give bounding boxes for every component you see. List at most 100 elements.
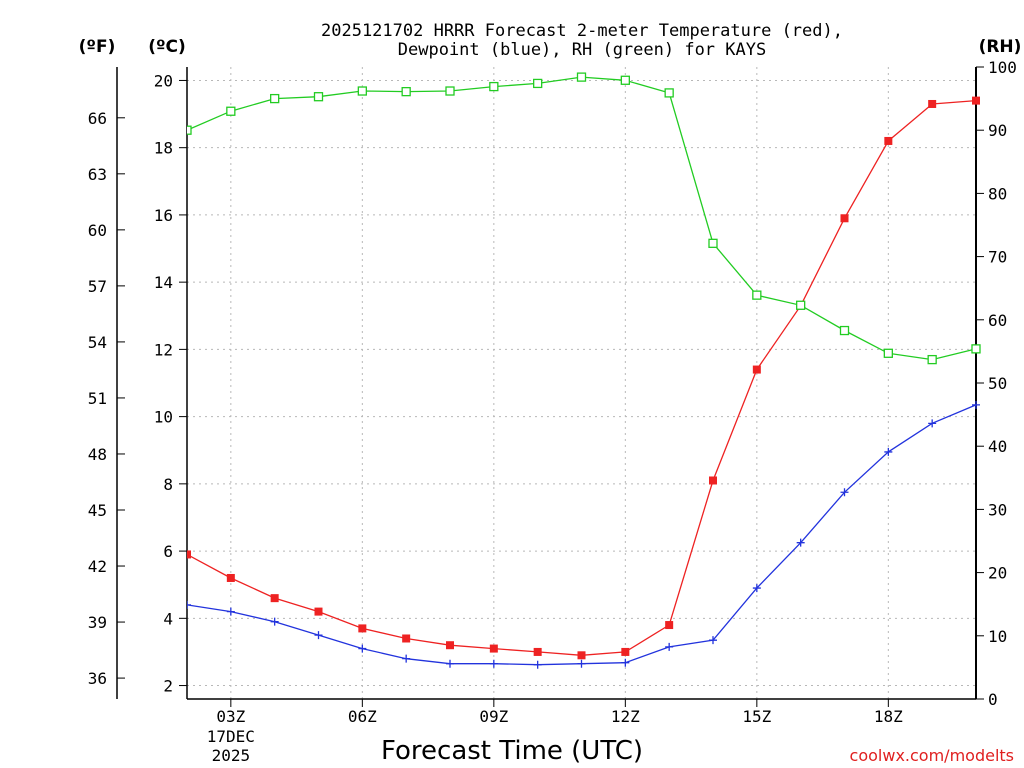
axis-ticks: 36 39 42 45 48 51 54 57 60 63 66 2 4 6 8 10 12 14 16 18 20 0 1… [88,58,1017,765]
fahrenheit-tick-label: 42 [88,557,107,576]
fahrenheit-tick-label: 48 [88,445,107,464]
rh-point [620,75,630,85]
temperature-point [884,136,893,145]
rh-tick-label: 50 [988,374,1007,393]
chart-title-line1: 2025121702 HRRR Forecast 2-meter Tempera… [321,21,843,41]
x-tick-label: 12Z [611,707,640,726]
fahrenheit-tick-label: 54 [88,333,107,352]
dewpoint-point [270,617,279,626]
rh-point [664,88,674,98]
series-dewpoint [187,400,980,669]
celsius-tick-label: 10 [154,408,173,427]
fahrenheit-tick-label: 60 [88,221,107,240]
rh-tick-label: 80 [988,184,1007,203]
rh-unit-label: (RH) [979,37,1022,57]
celsius-tick-label: 16 [154,206,173,225]
celsius-tick-label: 12 [154,340,173,359]
dewpoint-point [840,488,849,497]
dewpoint-point [752,584,761,593]
temperature-point [226,573,235,582]
rh-tick-label: 70 [988,248,1007,267]
temperature-point [577,651,586,660]
dewpoint-point [314,631,323,640]
rh-tick-label: 10 [988,627,1007,646]
x-tick-label: 18Z [874,707,903,726]
dewpoint-point [489,659,498,668]
temperature-line [187,99,977,656]
rh-point [226,106,236,116]
dewpoint-point [577,659,586,668]
dewpoint-point [533,660,542,669]
data-series [187,72,981,669]
celsius-tick-label: 18 [154,139,173,158]
rh-tick-label: 20 [988,564,1007,583]
rh-point [796,300,806,310]
dewpoint-point [402,654,411,663]
rh-point [187,125,192,135]
temperature-point [840,214,849,223]
temperature-point [270,594,279,603]
temperature-point [314,607,323,616]
temperature-point [533,647,542,656]
temperature-point [446,641,454,650]
x-tick-label: 09Z [479,707,508,726]
fahrenheit-tick-label: 66 [88,109,107,128]
rh-point [313,92,324,102]
temperature-point [187,550,191,559]
dewpoint-line [187,404,977,666]
celsius-tick-label: 2 [163,677,173,696]
fahrenheit-tick-label: 45 [88,501,107,520]
dewpoint-point [928,419,937,428]
chart-title-line2: Dewpoint (blue), RH (green) for KAYS [398,40,766,60]
rh-point [533,78,543,89]
rh-tick-label: 100 [988,58,1017,77]
credit-text: coolwx.com/modelts [850,746,1014,765]
temperature-point [665,621,674,630]
celsius-tick-label: 4 [163,609,173,628]
fahrenheit-unit-label: (ºF) [79,37,116,57]
x-year-label: 2025 [212,746,251,765]
x-axis-title: Forecast Time (UTC) [381,736,643,766]
rh-tick-label: 40 [988,437,1007,456]
dewpoint-point [446,659,454,668]
plot-frame [116,67,977,700]
rh-point [708,238,718,248]
dewpoint-point [972,400,980,409]
x-tick-label: 06Z [348,707,377,726]
celsius-tick-label: 20 [154,71,173,90]
rh-point [883,348,893,358]
rh-tick-label: 30 [988,500,1007,519]
rh-point [927,354,937,365]
fahrenheit-tick-label: 51 [88,389,107,408]
rh-point [971,344,981,354]
x-tick-label: 03Z [216,707,245,726]
dewpoint-point [621,658,630,667]
dewpoint-point [187,600,191,609]
rh-point [752,290,762,300]
fahrenheit-tick-label: 39 [88,613,107,632]
rh-point [401,86,411,97]
rh-tick-label: 90 [988,121,1007,140]
rh-tick-label: 60 [988,311,1007,330]
rh-point [357,86,367,96]
rh-point [489,81,499,92]
temperature-point [709,476,717,485]
temperature-point [972,96,980,105]
rh-point [270,93,280,104]
celsius-tick-label: 6 [163,542,173,561]
rh-tick-label: 0 [988,690,998,709]
celsius-tick-label: 8 [163,475,173,494]
temperature-point [752,365,761,374]
temperature-point [928,99,937,108]
rh-line [187,76,977,361]
dewpoint-point [665,642,674,651]
temperature-point [358,624,367,633]
fahrenheit-tick-label: 63 [88,165,107,184]
fahrenheit-tick-label: 36 [88,669,107,688]
rh-point [445,86,455,96]
series-temperature [187,96,980,660]
celsius-unit-label: (ºC) [148,37,186,57]
temperature-point [621,647,630,656]
celsius-tick-label: 14 [154,273,173,292]
